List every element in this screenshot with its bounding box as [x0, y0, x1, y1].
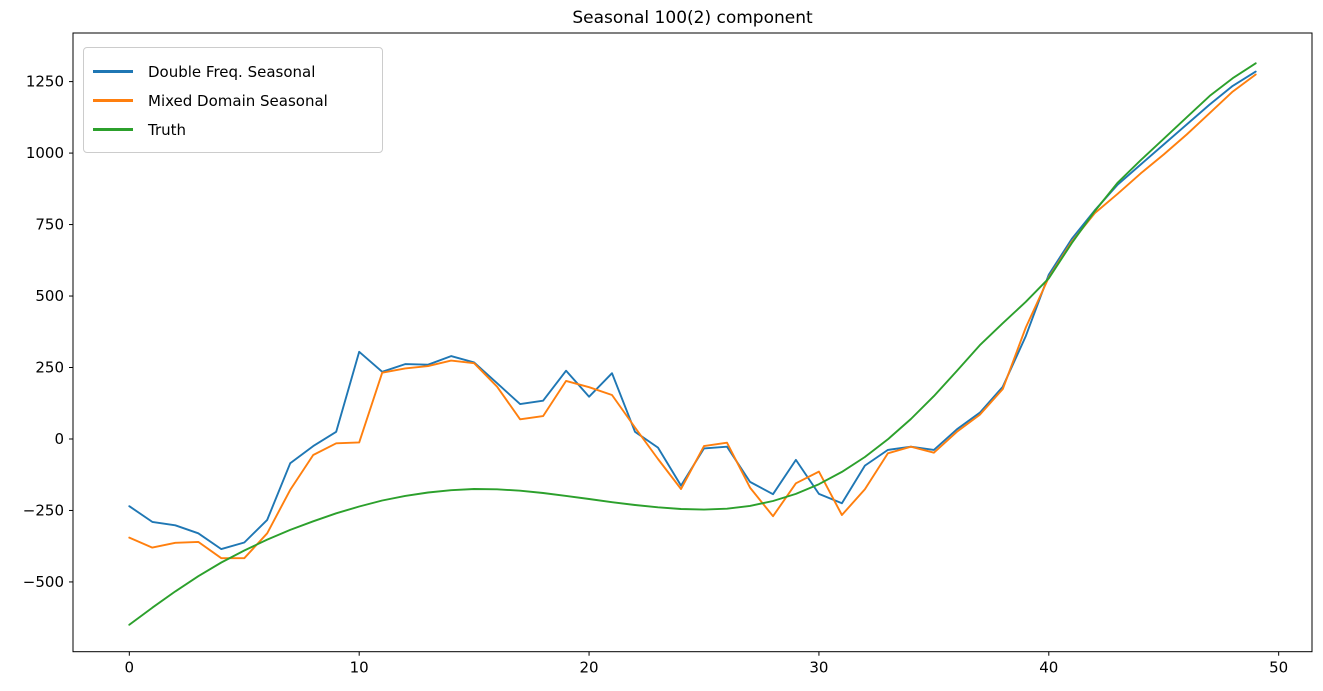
axis-ticks: 0 10 20 30 40 50 −500 −250 0 250 500 750 1000 1250 — [23, 73, 1288, 677]
legend-line-swatch — [93, 99, 133, 102]
legend-label: Truth — [148, 120, 187, 139]
y-tick-label: 1250 — [26, 73, 64, 91]
y-tick-label: −500 — [23, 573, 64, 591]
x-tick-label: 20 — [580, 659, 599, 677]
x-tick-label: 30 — [809, 659, 828, 677]
legend-line-swatch — [93, 70, 133, 73]
x-tick-label: 40 — [1039, 659, 1058, 677]
y-tick-label: 750 — [35, 216, 64, 234]
x-tick-label: 50 — [1269, 659, 1288, 677]
y-tick-label: 250 — [35, 359, 64, 377]
y-tick-label: 0 — [54, 430, 64, 448]
x-tick-label: 0 — [125, 659, 135, 677]
legend-entry: Truth — [93, 115, 372, 144]
legend-entry: Double Freq. Seasonal — [93, 57, 372, 86]
legend-line-swatch — [93, 128, 133, 131]
series-line-truth — [128, 62, 1257, 626]
y-tick-label: 1000 — [26, 144, 64, 162]
legend-label: Double Freq. Seasonal — [148, 62, 316, 81]
y-tick-label: −250 — [23, 501, 64, 519]
legend-entry: Mixed Domain Seasonal — [93, 86, 372, 115]
x-tick-label: 10 — [350, 659, 369, 677]
legend: Double Freq. Seasonal Mixed Domain Season… — [83, 47, 383, 153]
axes-frame — [72, 32, 1313, 653]
y-tick-label: 500 — [35, 287, 64, 305]
chart-title: Seasonal 100(2) component — [572, 8, 813, 28]
series-lines — [128, 62, 1257, 626]
legend-label: Mixed Domain Seasonal — [148, 91, 328, 110]
